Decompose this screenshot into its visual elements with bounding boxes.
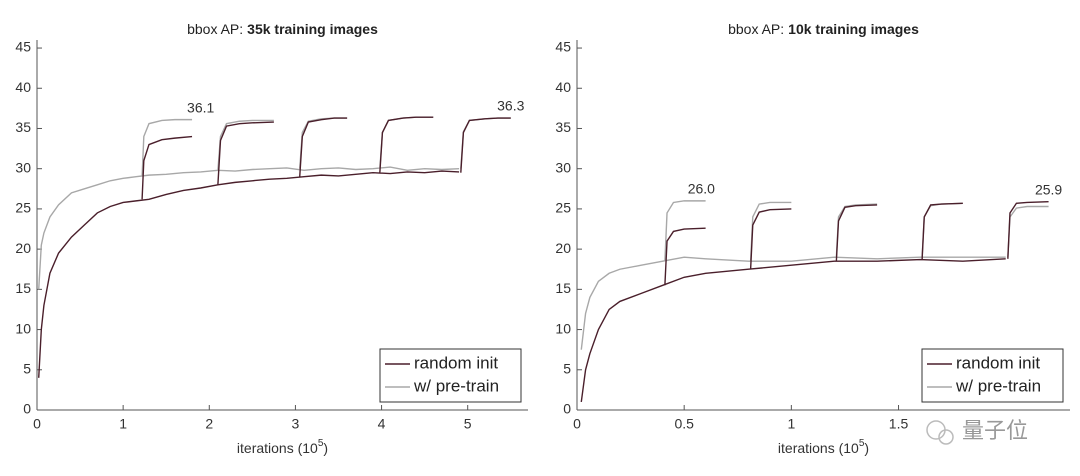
legend: random init w/ pre-train [379, 348, 522, 403]
x-axis-label-text: iterations (10 [778, 440, 859, 456]
x-tick-label: 0.5 [674, 416, 694, 432]
series-line [580, 200, 1049, 350]
x-tick-label: 1.5 [889, 416, 909, 432]
x-axis-label-superscript: 5 [859, 438, 865, 449]
y-tick-label: 40 [555, 79, 571, 95]
legend-label: w/ pre-train [955, 376, 1041, 395]
title-emphasis: 10k training images [788, 21, 919, 37]
legend-box [379, 348, 522, 403]
series-line [38, 116, 511, 378]
watermark-icon [926, 420, 946, 440]
y-tick-label: 25 [555, 200, 571, 216]
x-axis-label-superscript: 5 [318, 438, 324, 449]
series-line [38, 116, 511, 290]
y-tick-label: 45 [555, 39, 571, 55]
chart-title: bbox AP: 35k training images [187, 21, 378, 37]
annotation: 26.0 [688, 181, 715, 197]
y-tick-label: 35 [15, 119, 31, 135]
y-tick-label: 25 [15, 200, 31, 216]
y-tick-label: 10 [15, 320, 31, 336]
legend-label: w/ pre-train [413, 376, 499, 395]
legend-box [921, 348, 1064, 403]
x-tick-label: 5 [464, 416, 472, 432]
x-tick-label: 4 [378, 416, 386, 432]
legend: random init w/ pre-train [921, 348, 1064, 403]
y-tick-label: 45 [15, 39, 31, 55]
title-text: bbox AP: [728, 21, 784, 37]
y-tick-label: 10 [555, 320, 571, 336]
watermark-text: 量子位 [962, 418, 1028, 443]
y-tick-label: 20 [555, 240, 571, 256]
subplot: bbox AP: 35k training images0510152025303… [15, 21, 528, 456]
watermark-icon [938, 429, 954, 445]
x-tick-label: 1 [119, 416, 127, 432]
title-text: bbox AP: [187, 21, 243, 37]
y-tick-label: 40 [15, 79, 31, 95]
x-axis-label: iterations (105) [237, 438, 328, 456]
y-tick-label: 30 [555, 159, 571, 175]
annotation: 25.9 [1035, 181, 1062, 197]
x-tick-label: 1 [787, 416, 795, 432]
x-axis-label: iterations (105) [778, 438, 869, 456]
x-axis-label-suffix: ) [864, 440, 869, 456]
annotation: 36.1 [187, 99, 214, 115]
x-tick-label: 3 [292, 416, 300, 432]
y-tick-label: 5 [23, 360, 31, 376]
y-tick-label: 35 [555, 119, 571, 135]
y-tick-label: 5 [563, 360, 571, 376]
x-axis-label-text: iterations (10 [237, 440, 318, 456]
y-tick-label: 15 [15, 280, 31, 296]
subplot: bbox AP: 10k training images0510152025303… [555, 21, 1070, 456]
y-tick-label: 20 [15, 240, 31, 256]
y-tick-label: 0 [563, 401, 571, 417]
title-emphasis: 35k training images [247, 21, 378, 37]
x-tick-label: 0 [573, 416, 581, 432]
chart-title: bbox AP: 10k training images [728, 21, 919, 37]
legend-label: random init [414, 353, 498, 372]
x-tick-label: 2 [205, 416, 213, 432]
x-tick-label: 0 [33, 416, 41, 432]
annotation: 36.3 [497, 98, 524, 114]
y-tick-label: 30 [15, 159, 31, 175]
x-axis-label-suffix: ) [323, 440, 328, 456]
series-line [580, 200, 1049, 403]
y-tick-label: 15 [555, 280, 571, 296]
y-tick-label: 0 [23, 401, 31, 417]
legend-label: random init [956, 353, 1040, 372]
watermark: 量子位 [926, 418, 1028, 445]
